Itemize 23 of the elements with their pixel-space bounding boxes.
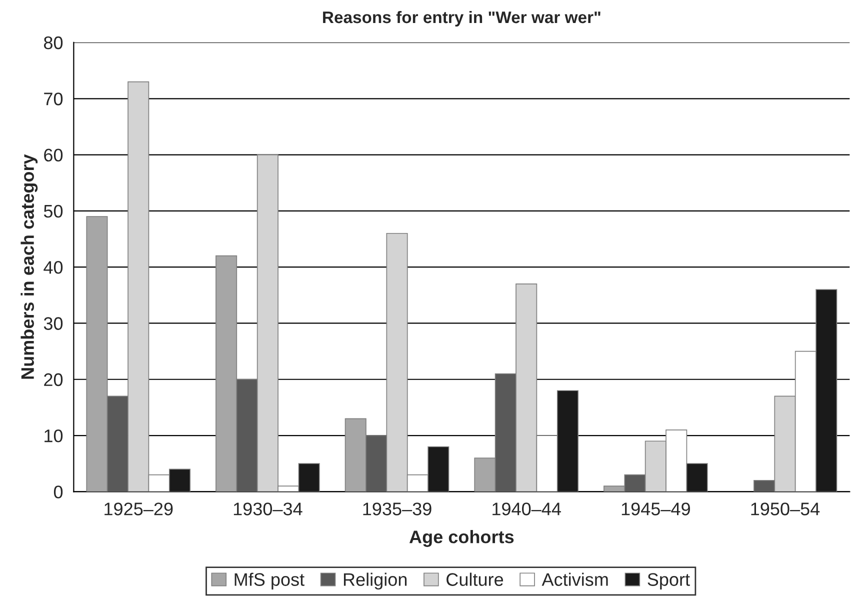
- y-tick-label: 70: [44, 92, 63, 106]
- x-tick-label: 1945–49: [622, 502, 690, 516]
- y-tick-label: 50: [44, 204, 63, 218]
- x-tick-label: 1930–34: [234, 502, 302, 516]
- chart-title: Reasons for entry in "Wer war wer": [323, 10, 600, 27]
- y-tick-label: 20: [44, 373, 63, 386]
- y-axis-title: Numbers in each category: [20, 154, 38, 379]
- y-tick-label: 60: [44, 148, 63, 162]
- x-tick-label: 1935–39: [363, 502, 432, 516]
- legend-label: Religion: [344, 572, 407, 590]
- y-tick-label: 80: [44, 36, 63, 50]
- legend-label: Culture: [446, 572, 504, 586]
- y-tick-label: 40: [44, 261, 63, 274]
- x-tick-label: 1925–29: [104, 502, 173, 516]
- y-tick-label: 0: [54, 486, 63, 498]
- legend-label: MfS post: [234, 572, 304, 590]
- legend-label: Sport: [648, 573, 690, 590]
- y-tick-label: 30: [44, 317, 63, 330]
- y-tick-label: 10: [44, 429, 63, 442]
- legend-label: Activism: [542, 572, 608, 586]
- x-tick-label: 1940–44: [492, 502, 561, 516]
- x-axis-title: Age cohorts: [409, 530, 514, 547]
- x-tick-label: 1950–54: [751, 502, 820, 516]
